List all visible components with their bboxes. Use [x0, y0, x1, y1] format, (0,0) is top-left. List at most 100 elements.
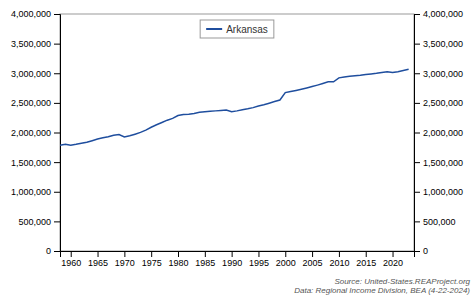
- tick-mark: [54, 44, 60, 45]
- legend-swatch: [206, 28, 222, 30]
- tick: 3,000,000: [414, 69, 463, 79]
- tick-mark: [124, 251, 125, 257]
- annotation-line: Source: United-States.REAProject.org: [334, 277, 470, 286]
- tick-mark: [393, 251, 394, 257]
- tick: 1,000,000: [11, 187, 60, 197]
- tick-label: 1,000,000: [423, 187, 463, 197]
- legend-label: Arkansas: [226, 24, 268, 35]
- tick-label: 4,000,000: [423, 9, 463, 19]
- tick: 4,000,000: [414, 9, 463, 19]
- tick-mark: [339, 251, 340, 257]
- axis-line: [61, 252, 415, 258]
- tick-mark: [312, 251, 313, 257]
- axis-line: [415, 15, 421, 252]
- axis-line: [54, 15, 61, 252]
- tick-label: 1,500,000: [11, 158, 51, 168]
- tick: 2000: [276, 251, 296, 268]
- tick: 500,000: [414, 217, 456, 227]
- tick-mark: [54, 14, 60, 15]
- tick: 3,000,000: [11, 69, 60, 79]
- tick-label: 4,000,000: [11, 9, 51, 19]
- tick-label: 1965: [88, 258, 108, 268]
- tick: 1980: [168, 251, 188, 268]
- tick-label: 2020: [383, 258, 403, 268]
- annotation-line: Data: Regional Income Division, BEA (4-2…: [294, 286, 470, 295]
- tick-mark: [414, 103, 420, 104]
- tick-label: 1,500,000: [423, 158, 463, 168]
- tick-mark: [414, 14, 420, 15]
- tick-mark: [414, 192, 420, 193]
- tick-label: 500,000: [423, 217, 456, 227]
- tick-label: 1995: [249, 258, 269, 268]
- tick-mark: [414, 44, 420, 45]
- tick-label: 2,000,000: [11, 128, 51, 138]
- tick-mark: [285, 251, 286, 257]
- tick-mark: [414, 133, 420, 134]
- tick: 1995: [249, 251, 269, 268]
- tick-mark: [151, 251, 152, 257]
- tick-label: 1975: [142, 258, 162, 268]
- tick-mark: [54, 221, 60, 222]
- tick-label: 1985: [195, 258, 215, 268]
- tick-mark: [366, 251, 367, 257]
- tick-label: 3,500,000: [423, 39, 463, 49]
- tick: 0: [46, 246, 60, 256]
- tick: 1,000,000: [414, 187, 463, 197]
- x-axis: 1960 1965 1970 1975 1980 1985 1990 1995 2000 2005…: [61, 251, 415, 268]
- tick-label: 2015: [356, 258, 376, 268]
- annotation: Source: United-States.REAProject.orgData…: [294, 277, 470, 295]
- tick: 2015: [356, 251, 376, 268]
- tick: 2,000,000: [414, 128, 463, 138]
- tick-mark: [232, 251, 233, 257]
- tick-mark: [54, 251, 60, 252]
- tick: 1,500,000: [414, 158, 463, 168]
- tick: 1985: [195, 251, 215, 268]
- tick-mark: [54, 103, 60, 104]
- tick: 1965: [88, 251, 108, 268]
- tick-label: 2,000,000: [423, 128, 463, 138]
- tick: 3,500,000: [11, 39, 60, 49]
- tick-label: 3,000,000: [11, 69, 51, 79]
- tick-mark: [54, 192, 60, 193]
- tick-label: 1990: [222, 258, 242, 268]
- y2-axis: 0500,0001,000,0001,500,0002,000,0002,500…: [414, 9, 463, 256]
- tick: 2,500,000: [11, 98, 60, 108]
- tick: 4,000,000: [11, 9, 60, 19]
- tick-mark: [54, 133, 60, 134]
- tick: 3,500,000: [414, 39, 463, 49]
- tick-label: 2,500,000: [11, 98, 51, 108]
- tick: 2,000,000: [11, 128, 60, 138]
- tick: 2,500,000: [414, 98, 463, 108]
- tick-mark: [205, 251, 206, 257]
- tick-label: 500,000: [18, 217, 51, 227]
- tick-mark: [414, 251, 420, 252]
- marks: [60, 69, 409, 145]
- tick-label: 3,000,000: [423, 69, 463, 79]
- tick-label: 2005: [303, 258, 323, 268]
- tick-mark: [414, 73, 420, 74]
- legend: Arkansas: [200, 20, 274, 38]
- tick-label: 2,500,000: [423, 98, 463, 108]
- tick: 1990: [222, 251, 242, 268]
- chart: 1960 1965 1970 1975 1980 1985 1990 1995 2000 2005…: [0, 0, 474, 297]
- tick: 500,000: [18, 217, 60, 227]
- tick-mark: [98, 251, 99, 257]
- tick-mark: [54, 73, 60, 74]
- tick-mark: [178, 251, 179, 257]
- tick: 2020: [383, 251, 403, 268]
- tick: 1970: [115, 251, 135, 268]
- line: [60, 69, 409, 145]
- y-axis: 0 500,000 1,000,000 1,500,000 2,000,000 2,500…: [11, 9, 61, 256]
- tick-label: 2000: [276, 258, 296, 268]
- legend-item: Arkansas: [206, 24, 268, 35]
- tick: 1960: [61, 251, 81, 268]
- tick: 2005: [303, 251, 323, 268]
- plot: 1960 1965 1970 1975 1980 1985 1990 1995 2000 2005…: [11, 9, 463, 268]
- plot-frame: [60, 14, 414, 251]
- tick: 2010: [329, 251, 349, 268]
- tick-mark: [414, 221, 420, 222]
- tick-mark: [71, 251, 72, 257]
- tick-mark: [258, 251, 259, 257]
- tick-label: 1,000,000: [11, 187, 51, 197]
- tick-label: 2010: [329, 258, 349, 268]
